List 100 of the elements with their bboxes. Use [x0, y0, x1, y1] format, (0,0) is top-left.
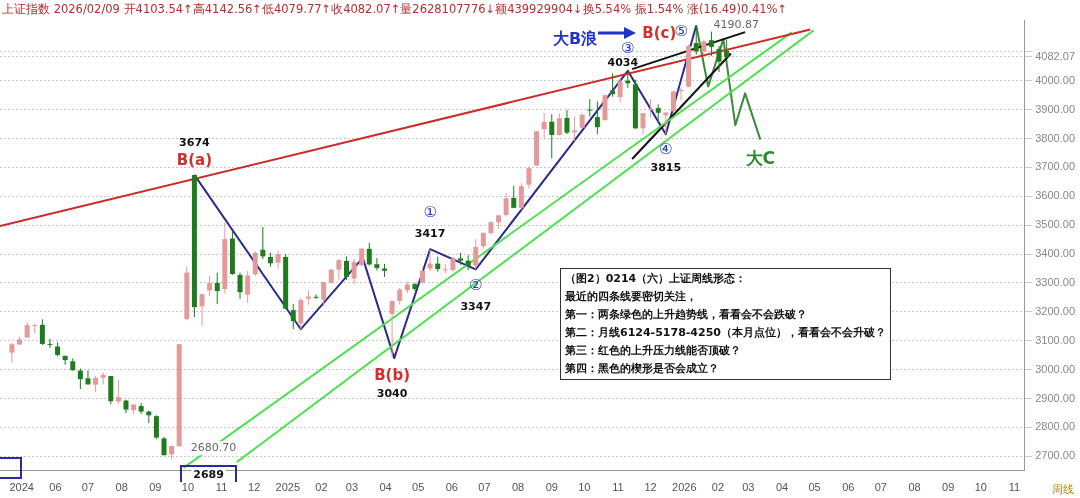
x-tick-label: 12	[248, 481, 261, 494]
x-tick-label: 03	[742, 481, 755, 494]
candlestick	[214, 272, 220, 305]
annotation: 2689	[193, 468, 224, 482]
x-tick-label: 08	[908, 481, 921, 494]
candlestick	[655, 103, 661, 124]
annotation: 3417	[414, 227, 446, 241]
candlestick	[245, 270, 251, 304]
candlestick	[648, 98, 654, 119]
candlestick	[77, 368, 83, 390]
annotation: 第二：月线6124-5178-4250（本月点位），看看会不会升破？	[565, 325, 886, 341]
candlestick	[427, 248, 433, 272]
x-tick-label: 10	[578, 481, 591, 494]
chart-title: 上证指数 2026/02/09 开4103.54↑高4142.56↑低4079.77↑收4082.07↑量2628107776↓额439929904↓换5.54% 振1.54% 涨(16.49)0.41%↑	[2, 2, 788, 17]
annotation: 3347	[460, 300, 492, 314]
candlestick	[252, 250, 258, 277]
x-tick-label: 09	[149, 481, 162, 494]
annotation: ③	[621, 38, 635, 57]
x-tick-label: 10	[181, 481, 195, 494]
candlestick	[260, 226, 266, 260]
annotation: 3815	[650, 161, 682, 174]
candlestick	[708, 31, 714, 57]
x-tick-label: 06	[445, 481, 458, 494]
x-tick-label: 09	[942, 481, 955, 494]
y-tick-label: 2800.00	[1035, 420, 1075, 433]
x-tick-label: 2025	[275, 481, 301, 494]
annotation: 3040	[376, 386, 408, 400]
annotation: B(b)	[374, 365, 411, 384]
annotation: 3674	[179, 135, 211, 149]
annotation: 第三：红色的上升压力线能否顶破？	[565, 343, 742, 359]
x-tick-label: 08	[511, 481, 525, 494]
x-tick-label: 05	[412, 481, 425, 494]
candlestick	[343, 255, 349, 281]
y-tick-label: 3300.00	[1035, 276, 1075, 288]
annotation: （图2）0214（六）上证周线形态：	[565, 271, 748, 287]
candlestick	[503, 192, 509, 217]
candlestick	[556, 113, 562, 137]
y-tick-label: 2900.00	[1035, 391, 1075, 404]
candlestick	[617, 77, 623, 104]
x-tick-label: 06	[49, 481, 62, 494]
candlestick	[663, 111, 669, 135]
annotation: 2680.70	[190, 441, 237, 455]
candlestick	[351, 258, 357, 286]
candlestick	[39, 318, 45, 346]
candlestick	[572, 116, 578, 142]
candlestick	[511, 185, 517, 209]
y-tick-label: 3800.00	[1035, 131, 1075, 144]
x-tick-label: 09	[545, 481, 558, 494]
x-tick-label: 10	[974, 481, 987, 494]
candlestick	[518, 182, 524, 211]
x-tick-label: 04	[775, 481, 789, 494]
x-tick-label: 07	[478, 481, 491, 494]
candlestick	[549, 113, 555, 159]
annotation: ⑤	[674, 22, 688, 41]
y-tick-label: 3100.00	[1035, 333, 1075, 346]
x-tick-label: 2026	[672, 481, 697, 494]
candlestick	[237, 272, 243, 300]
x-tick-label: 2024	[9, 481, 34, 494]
annotation: ④	[659, 140, 673, 159]
x-tick-label: 03	[345, 481, 359, 494]
x-tick-label: 06	[842, 481, 855, 494]
x-tick-label: 02	[315, 481, 328, 494]
candlestick	[153, 414, 159, 440]
x-tick-label: 11	[215, 481, 228, 494]
candlestick	[305, 289, 311, 306]
candlestick	[115, 379, 121, 405]
candlestick	[336, 258, 342, 281]
y-tick-label: 3400.00	[1035, 247, 1075, 260]
candlestick	[47, 338, 53, 349]
candlestick	[313, 294, 319, 300]
annotation: 4190.87	[713, 18, 759, 32]
candlestick	[374, 257, 380, 271]
candlestick	[32, 323, 38, 335]
candlestick	[9, 342, 15, 363]
candlestick	[473, 238, 479, 270]
candlestick	[389, 300, 395, 359]
candlestick	[366, 242, 372, 267]
y-tick-label: 2700.00	[1035, 449, 1075, 462]
candlestick	[716, 45, 722, 73]
candlestick	[587, 98, 593, 118]
x-axis-title: 周线	[1052, 482, 1074, 497]
annotation: 第四：黑色的楔形是否会成立？	[565, 361, 720, 377]
x-tick-label: 07	[81, 481, 95, 494]
annotation: B(a)	[176, 150, 213, 169]
x-tick-label: 12	[644, 481, 657, 494]
x-tick-label: 11	[1008, 481, 1021, 494]
y-tick-label: 3000.00	[1035, 362, 1075, 375]
candlestick	[640, 112, 646, 135]
y-tick-label: 3600.00	[1035, 189, 1075, 202]
annotation: 4034	[607, 55, 639, 69]
candlestick	[298, 297, 304, 330]
x-tick-label: 05	[808, 481, 821, 494]
candlestick	[724, 38, 730, 59]
candlestick	[526, 165, 532, 189]
candlestick	[321, 281, 327, 307]
y-tick-label: 3200.00	[1035, 304, 1075, 317]
y-tick-label: 4000.00	[1035, 73, 1075, 86]
annotation: 第一：两条绿色的上升趋势线，看看会不会跌破？	[565, 307, 808, 323]
candlestick	[290, 303, 296, 330]
annotation: 最近的四条线要密切关注，	[565, 289, 698, 305]
